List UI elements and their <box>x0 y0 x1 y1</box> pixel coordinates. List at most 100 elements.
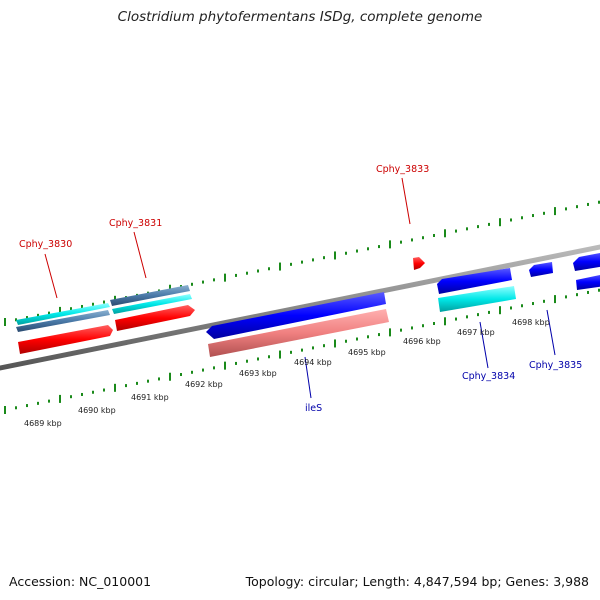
lower-tick <box>147 379 149 383</box>
lower-tick <box>48 399 50 403</box>
upper-tick <box>598 200 600 204</box>
upper-tick <box>213 278 215 282</box>
upper-tick <box>37 313 39 317</box>
gene-label-cphy-3831[interactable]: Cphy_3831 <box>109 218 162 229</box>
upper-tick <box>334 251 336 260</box>
cds-arrow-cphy-3831[interactable] <box>115 305 195 331</box>
upper-tick <box>356 249 358 253</box>
lower-tick <box>213 366 215 370</box>
upper-tick <box>587 202 589 206</box>
lower-tick <box>37 401 39 405</box>
lower-tick <box>114 383 116 392</box>
lower-tick <box>477 313 479 317</box>
gene-label-cphy-3830[interactable]: Cphy_3830 <box>19 239 72 250</box>
gene-label-cphy-3834[interactable]: Cphy_3834 <box>462 371 515 382</box>
upper-tick <box>92 302 94 306</box>
lower-tick <box>257 357 259 361</box>
upper-tick <box>15 318 17 322</box>
cds-arrow-cphy-3834[interactable] <box>437 268 512 294</box>
upper-tick <box>224 273 226 282</box>
cds-arrow-iles[interactable] <box>206 292 386 339</box>
upper-tick <box>477 225 479 229</box>
gene-arrow-cphy-3831[interactable] <box>110 285 190 306</box>
lower-tick <box>488 310 490 314</box>
lower-tick <box>356 337 358 341</box>
gene-label-cphy-3833[interactable]: Cphy_3833 <box>376 164 429 175</box>
lower-tick <box>92 390 94 394</box>
lower-tick <box>565 295 567 299</box>
gene-label-iles[interactable]: ileS <box>305 403 322 414</box>
lower-tick <box>268 355 270 359</box>
lower-tick <box>81 392 83 396</box>
upper-tick <box>26 316 28 320</box>
gene-label-cphy-3835[interactable]: Cphy_3835 <box>529 360 582 371</box>
lower-tick <box>411 326 413 330</box>
lower-tick <box>466 315 468 319</box>
cds-arrow-cphy-3835[interactable] <box>529 262 553 277</box>
upper-tick <box>4 318 6 326</box>
tick-label: 4694 kbp <box>294 358 332 367</box>
upper-tick <box>202 280 204 284</box>
lower-tick <box>433 321 435 325</box>
upper-tick <box>455 229 457 233</box>
tick-label: 4698 kbp <box>512 318 550 327</box>
upper-tick <box>312 258 314 262</box>
lower-tick <box>59 394 61 403</box>
upper-tick <box>103 300 105 304</box>
cds-arrow-cphy-3833[interactable] <box>413 257 425 270</box>
tick-label: 4690 kbp <box>78 406 116 415</box>
gene-arrow-cphy-3831-b[interactable] <box>112 294 192 314</box>
lower-tick <box>389 328 391 337</box>
lower-tick <box>510 306 512 310</box>
upper-tick <box>543 211 545 215</box>
upper-tick <box>301 260 303 264</box>
lower-tick <box>70 395 72 399</box>
label-leaders <box>44 177 556 399</box>
gene-arrow-cphy-3830-b[interactable] <box>16 310 110 332</box>
lower-tick <box>554 295 556 304</box>
upper-tick <box>433 233 435 237</box>
lower-tick <box>246 359 248 363</box>
lower-tick <box>279 350 281 359</box>
upper-tick <box>59 306 61 315</box>
upper-tick <box>466 227 468 231</box>
cds-arrow-next-2[interactable] <box>576 274 600 290</box>
lower-tick <box>224 361 226 370</box>
lower-tick <box>422 324 424 328</box>
lower-tick <box>521 304 523 308</box>
features <box>16 252 600 357</box>
lower-tick <box>125 384 127 388</box>
upper-tick <box>257 269 259 273</box>
lower-tick <box>15 406 17 410</box>
upper-tick <box>279 262 281 271</box>
cds-arrow-next-1[interactable] <box>573 252 600 271</box>
lower-tick <box>345 339 347 343</box>
lower-tick <box>378 333 380 337</box>
upper-tick <box>81 304 83 308</box>
upper-tick <box>235 273 237 277</box>
upper-tick <box>532 214 534 218</box>
lower-tick <box>334 339 336 348</box>
lower-tick <box>191 370 193 374</box>
lower-tick <box>169 372 171 381</box>
lower-tick <box>180 373 182 377</box>
lower-tick <box>576 293 578 297</box>
map-title: Clostridium phytofermentans ISDg, comple… <box>117 9 483 25</box>
cds-arrow-cphy-3830[interactable] <box>18 325 113 354</box>
lower-tick <box>202 368 204 372</box>
lower-tick-row <box>4 288 600 414</box>
tick-label: 4691 kbp <box>131 393 169 402</box>
upper-tick <box>400 240 402 244</box>
gene-arrow-cphy-3834[interactable] <box>438 286 516 312</box>
upper-tick <box>290 262 292 266</box>
upper-tick <box>488 222 490 226</box>
gene-arrow-cphy-3830[interactable] <box>16 303 110 325</box>
upper-tick <box>378 245 380 249</box>
upper-tick <box>246 271 248 275</box>
lower-tick <box>367 335 369 339</box>
upper-tick <box>268 267 270 271</box>
gene-arrow-iles[interactable] <box>208 309 389 357</box>
upper-tick <box>411 238 413 242</box>
tick-labels: 4689 kbp 4690 kbp 4691 kbp 4692 kbp 4693 kbp… <box>24 318 550 428</box>
